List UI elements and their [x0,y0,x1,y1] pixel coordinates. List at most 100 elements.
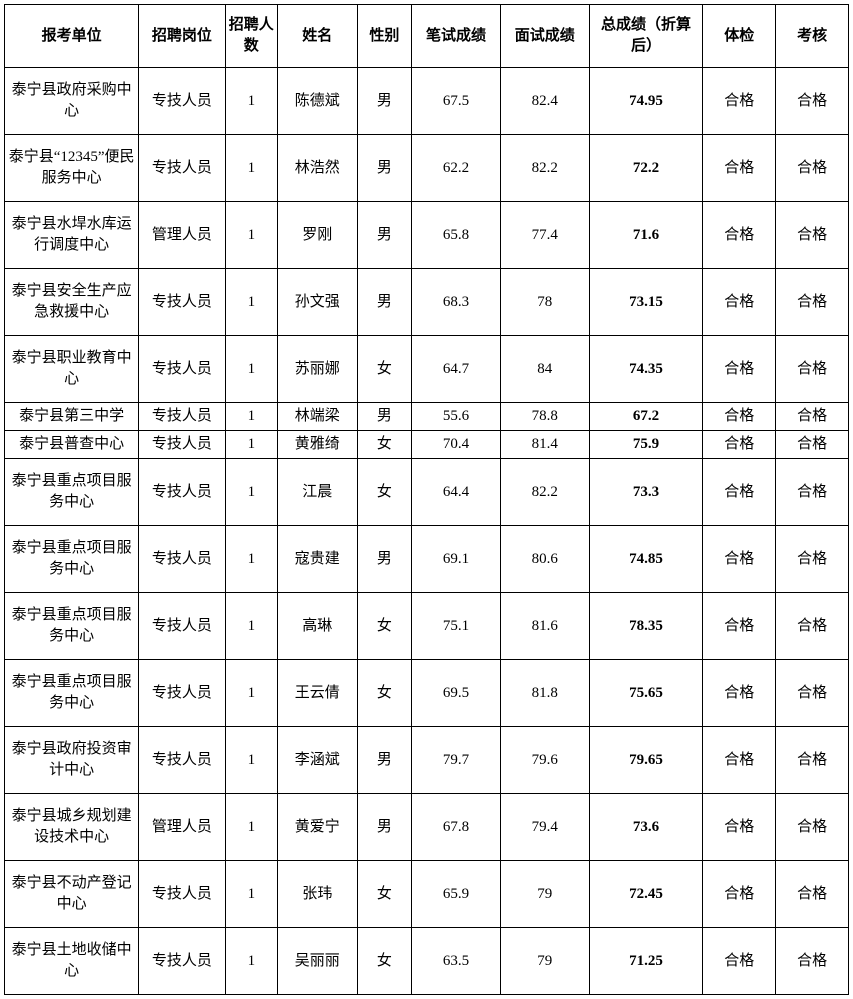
table-row: 泰宁县政府采购中心专技人员1陈德斌男67.582.474.95合格合格 [5,68,849,135]
cell-unit: 泰宁县第三中学 [5,403,139,431]
cell-total: 67.2 [589,403,703,431]
cell-phys: 合格 [703,794,776,861]
cell-assess: 合格 [776,593,849,660]
cell-written: 68.3 [412,269,501,336]
header-name: 姓名 [277,5,357,68]
cell-assess: 合格 [776,459,849,526]
cell-position: 专技人员 [139,593,225,660]
cell-gender: 男 [357,202,412,269]
cell-unit: 泰宁县安全生产应急救援中心 [5,269,139,336]
cell-phys: 合格 [703,403,776,431]
cell-total: 71.25 [589,928,703,995]
table-header-row: 报考单位 招聘岗位 招聘人数 姓名 性别 笔试成绩 面试成绩 总成绩（折算后） … [5,5,849,68]
cell-gender: 男 [357,269,412,336]
cell-written: 70.4 [412,431,501,459]
cell-position: 专技人员 [139,135,225,202]
table-row: 泰宁县普查中心专技人员1黄雅绮女70.481.475.9合格合格 [5,431,849,459]
cell-name: 张玮 [277,861,357,928]
cell-gender: 男 [357,526,412,593]
header-gender: 性别 [357,5,412,68]
cell-total: 78.35 [589,593,703,660]
cell-name: 孙文强 [277,269,357,336]
cell-interview: 82.4 [500,68,589,135]
recruitment-results-table: 报考单位 招聘岗位 招聘人数 姓名 性别 笔试成绩 面试成绩 总成绩（折算后） … [4,4,849,995]
cell-total: 72.2 [589,135,703,202]
cell-count: 1 [225,861,277,928]
cell-count: 1 [225,336,277,403]
cell-interview: 81.4 [500,431,589,459]
cell-interview: 78 [500,269,589,336]
cell-unit: 泰宁县重点项目服务中心 [5,459,139,526]
cell-written: 69.5 [412,660,501,727]
cell-assess: 合格 [776,336,849,403]
cell-total: 73.3 [589,459,703,526]
cell-written: 79.7 [412,727,501,794]
cell-interview: 81.6 [500,593,589,660]
cell-count: 1 [225,660,277,727]
cell-total: 75.9 [589,431,703,459]
cell-gender: 女 [357,593,412,660]
cell-written: 64.7 [412,336,501,403]
cell-name: 林端梁 [277,403,357,431]
cell-assess: 合格 [776,526,849,593]
header-phys: 体检 [703,5,776,68]
cell-gender: 男 [357,135,412,202]
cell-total: 73.6 [589,794,703,861]
cell-name: 罗刚 [277,202,357,269]
cell-total: 79.65 [589,727,703,794]
cell-phys: 合格 [703,269,776,336]
cell-written: 75.1 [412,593,501,660]
cell-assess: 合格 [776,403,849,431]
cell-count: 1 [225,928,277,995]
cell-count: 1 [225,403,277,431]
header-assess: 考核 [776,5,849,68]
cell-gender: 女 [357,660,412,727]
cell-name: 高琳 [277,593,357,660]
cell-total: 73.15 [589,269,703,336]
table-row: 泰宁县重点项目服务中心专技人员1王云倩女69.581.875.65合格合格 [5,660,849,727]
cell-interview: 79 [500,861,589,928]
table-row: 泰宁县不动产登记中心专技人员1张玮女65.97972.45合格合格 [5,861,849,928]
cell-written: 65.8 [412,202,501,269]
cell-written: 62.2 [412,135,501,202]
cell-phys: 合格 [703,459,776,526]
cell-assess: 合格 [776,794,849,861]
cell-phys: 合格 [703,202,776,269]
cell-position: 专技人员 [139,928,225,995]
cell-position: 专技人员 [139,727,225,794]
table-row: 泰宁县政府投资审计中心专技人员1李涵斌男79.779.679.65合格合格 [5,727,849,794]
cell-position: 专技人员 [139,861,225,928]
cell-phys: 合格 [703,336,776,403]
cell-name: 李涵斌 [277,727,357,794]
header-interview: 面试成绩 [500,5,589,68]
cell-interview: 78.8 [500,403,589,431]
table-row: 泰宁县重点项目服务中心专技人员1高琳女75.181.678.35合格合格 [5,593,849,660]
cell-name: 吴丽丽 [277,928,357,995]
cell-count: 1 [225,202,277,269]
cell-count: 1 [225,269,277,336]
cell-name: 江晨 [277,459,357,526]
cell-position: 专技人员 [139,459,225,526]
cell-interview: 80.6 [500,526,589,593]
header-unit: 报考单位 [5,5,139,68]
header-position: 招聘岗位 [139,5,225,68]
cell-name: 林浩然 [277,135,357,202]
table-row: 泰宁县土地收储中心专技人员1吴丽丽女63.57971.25合格合格 [5,928,849,995]
cell-name: 王云倩 [277,660,357,727]
cell-total: 72.45 [589,861,703,928]
header-total: 总成绩（折算后） [589,5,703,68]
cell-written: 55.6 [412,403,501,431]
cell-assess: 合格 [776,269,849,336]
cell-count: 1 [225,794,277,861]
cell-unit: 泰宁县城乡规划建设技术中心 [5,794,139,861]
cell-interview: 84 [500,336,589,403]
cell-unit: 泰宁县政府采购中心 [5,68,139,135]
cell-unit: 泰宁县普查中心 [5,431,139,459]
cell-phys: 合格 [703,861,776,928]
cell-phys: 合格 [703,135,776,202]
cell-unit: 泰宁县职业教育中心 [5,336,139,403]
cell-position: 专技人员 [139,68,225,135]
cell-unit: 泰宁县水垾水库运行调度中心 [5,202,139,269]
cell-unit: 泰宁县不动产登记中心 [5,861,139,928]
cell-assess: 合格 [776,660,849,727]
